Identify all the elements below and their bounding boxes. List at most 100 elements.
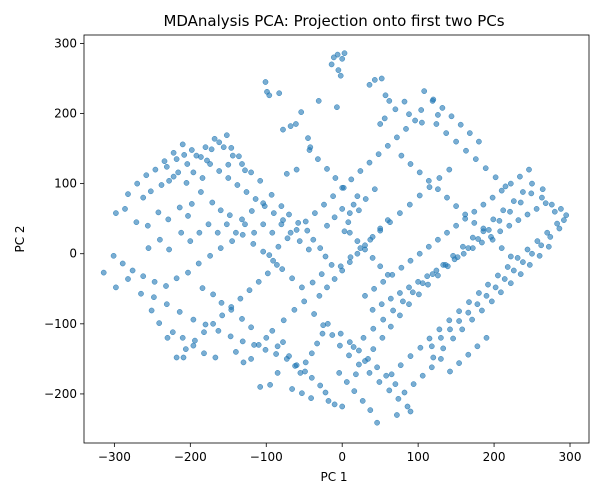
scatter-point bbox=[217, 245, 224, 251]
scatter-point bbox=[210, 320, 216, 327]
scatter-point bbox=[341, 228, 348, 235]
scatter-point bbox=[223, 221, 230, 228]
scatter-point bbox=[369, 306, 376, 313]
scatter-point bbox=[299, 284, 305, 291]
scatter-point bbox=[492, 284, 499, 291]
scatter-point bbox=[504, 264, 511, 270]
scatter-point bbox=[459, 326, 466, 333]
scatter-point bbox=[208, 146, 215, 153]
scatter-point bbox=[134, 180, 141, 187]
scatter-point bbox=[341, 50, 348, 57]
scatter-point bbox=[510, 267, 517, 274]
scatter-point bbox=[181, 152, 188, 158]
scatter-point bbox=[202, 321, 209, 328]
scatter-point bbox=[268, 191, 275, 198]
scatter-point bbox=[133, 219, 140, 226]
scatter-point bbox=[371, 285, 377, 292]
scatter-point bbox=[157, 236, 163, 243]
scatter-point bbox=[394, 412, 400, 418]
scatter-point bbox=[196, 229, 203, 236]
scatter-point bbox=[379, 334, 386, 341]
scatter-point bbox=[257, 384, 264, 390]
scatter-point bbox=[223, 132, 230, 139]
scatter-point bbox=[392, 381, 399, 387]
scatter-point bbox=[506, 222, 513, 229]
y-tick-label: 100 bbox=[54, 177, 77, 191]
scatter-point bbox=[469, 234, 476, 241]
x-tick-label: −300 bbox=[98, 450, 131, 464]
scatter-point bbox=[498, 187, 505, 194]
scatter-point bbox=[416, 250, 423, 257]
scatter-point bbox=[306, 147, 313, 153]
scatter-point bbox=[346, 352, 352, 359]
scatter-point bbox=[331, 401, 338, 408]
scatter-point bbox=[215, 327, 222, 334]
scatter-point bbox=[490, 216, 497, 223]
scatter-point bbox=[448, 113, 455, 120]
scatter-point bbox=[369, 255, 376, 261]
x-axis-ticks: −300 −200 −100 0 100 200 300 bbox=[98, 443, 581, 464]
scatter-point bbox=[276, 90, 283, 97]
scatter-point bbox=[280, 126, 286, 133]
scatter-point bbox=[228, 304, 235, 310]
scatter-point bbox=[558, 206, 564, 212]
scatter-point bbox=[229, 152, 236, 159]
scatter-point bbox=[212, 354, 219, 361]
scatter-point bbox=[353, 371, 359, 378]
scatter-point bbox=[471, 220, 478, 226]
scatter-point bbox=[336, 370, 343, 376]
scatter-point bbox=[319, 330, 326, 337]
scatter-point bbox=[418, 107, 425, 113]
scatter-point bbox=[501, 276, 508, 282]
scatter-point bbox=[561, 217, 567, 223]
scatter-point bbox=[533, 206, 540, 212]
scatter-point bbox=[199, 175, 206, 181]
scatter-point bbox=[248, 356, 254, 362]
scatter-point bbox=[293, 166, 300, 173]
scatter-point bbox=[314, 340, 320, 347]
scatter-point bbox=[362, 242, 368, 249]
scatter-point bbox=[209, 199, 216, 206]
scatter-point bbox=[453, 203, 459, 209]
scatter-point bbox=[302, 359, 309, 366]
scatter-point bbox=[143, 172, 150, 179]
scatter-point bbox=[298, 109, 305, 115]
scatter-point bbox=[293, 227, 300, 233]
scatter-point bbox=[255, 278, 262, 285]
scatter-point bbox=[438, 334, 444, 341]
scatter-point bbox=[496, 217, 503, 224]
scatter-point bbox=[220, 144, 227, 151]
scatter-point bbox=[240, 359, 247, 366]
y-tick-label: 200 bbox=[54, 107, 77, 121]
y-tick-label: −100 bbox=[44, 317, 77, 331]
scatter-point bbox=[554, 220, 560, 227]
scatter-point bbox=[237, 295, 244, 302]
scatter-point bbox=[356, 207, 362, 214]
scatter-point bbox=[170, 149, 177, 156]
scatter-point bbox=[328, 61, 335, 68]
scatter-point bbox=[386, 98, 393, 104]
scatter-point bbox=[469, 316, 475, 323]
scatter-point bbox=[446, 317, 453, 324]
scatter-point bbox=[269, 229, 276, 236]
scatter-point bbox=[140, 273, 147, 280]
scatter-point bbox=[471, 208, 478, 215]
scatter-point bbox=[202, 144, 209, 151]
scatter-point bbox=[173, 354, 180, 361]
y-tick-label: 300 bbox=[54, 36, 77, 50]
scatter-point bbox=[296, 238, 303, 244]
scatter-point bbox=[227, 333, 234, 340]
scatter-point bbox=[438, 356, 444, 362]
scatter-point bbox=[166, 177, 172, 184]
scatter-point bbox=[346, 229, 353, 236]
scatter-point bbox=[239, 161, 245, 167]
chart-title: MDAnalysis PCA: Projection onto first tw… bbox=[163, 12, 504, 30]
scatter-point bbox=[337, 342, 343, 349]
scatter-point bbox=[397, 290, 403, 296]
scatter-point bbox=[514, 255, 521, 261]
scatter-point bbox=[497, 228, 504, 235]
scatter-point bbox=[397, 210, 403, 216]
scatter-point bbox=[164, 334, 171, 341]
scatter-point bbox=[406, 284, 412, 291]
scatter-point bbox=[214, 229, 221, 236]
